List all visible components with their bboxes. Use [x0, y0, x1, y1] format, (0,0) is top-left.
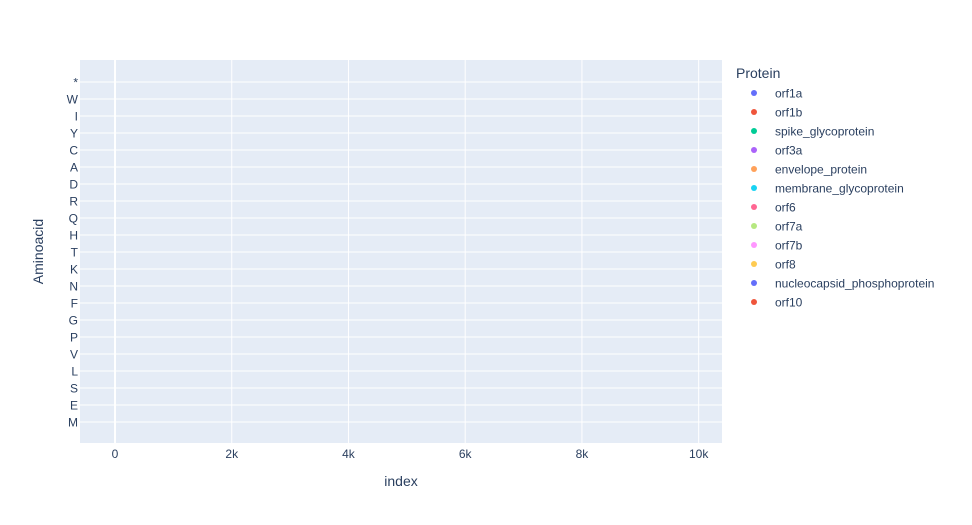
legend-marker: [751, 109, 757, 115]
legend-item[interactable]: spike_glycoprotein: [751, 125, 874, 139]
legend-label: orf8: [775, 258, 796, 272]
x-axis-title: index: [384, 473, 417, 489]
legend-label: orf1a: [775, 87, 803, 101]
x-tick-label: 2k: [225, 447, 239, 461]
legend-item[interactable]: nucleocapsid_phosphoprotein: [751, 277, 934, 291]
legend-label: orf7a: [775, 220, 803, 234]
legend-item[interactable]: orf7b: [751, 239, 803, 253]
legend-title: Protein: [736, 65, 780, 81]
legend-marker: [751, 261, 757, 267]
y-tick-label: K: [70, 263, 78, 277]
y-tick-label: M: [68, 416, 78, 430]
y-tick-label: P: [70, 331, 78, 345]
grid-lines: [80, 60, 722, 443]
legend-label: orf1b: [775, 106, 803, 120]
legend-item[interactable]: orf7a: [751, 220, 803, 234]
legend: orf1a orf1b spike_glycoprotein orf3a envelop…: [751, 87, 934, 310]
x-tick-label: 10k: [689, 447, 709, 461]
legend-item[interactable]: orf3a: [751, 144, 803, 158]
legend-marker: [751, 185, 757, 191]
legend-item[interactable]: orf1a: [751, 87, 803, 101]
y-tick-label: I: [75, 110, 78, 124]
legend-label: membrane_glycoprotein: [775, 182, 904, 196]
y-tick-label: E: [70, 399, 78, 413]
legend-marker: [751, 128, 757, 134]
y-tick-label: Y: [70, 127, 78, 141]
legend-label: nucleocapsid_phosphoprotein: [775, 277, 934, 291]
y-tick-label: N: [69, 280, 78, 294]
legend-marker: [751, 223, 757, 229]
legend-marker: [751, 204, 757, 210]
y-tick-label: F: [71, 297, 78, 311]
legend-marker: [751, 147, 757, 153]
x-axis-ticks: 0 2k 4k 6k 8k 10k: [112, 447, 710, 461]
y-tick-label: H: [69, 229, 78, 243]
y-tick-label: R: [69, 195, 78, 209]
legend-item[interactable]: membrane_glycoprotein: [751, 182, 904, 196]
legend-marker: [751, 166, 757, 172]
x-tick-label: 8k: [576, 447, 590, 461]
legend-label: orf7b: [775, 239, 803, 253]
x-tick-label: 4k: [342, 447, 356, 461]
y-tick-label: D: [69, 178, 78, 192]
legend-label: orf6: [775, 201, 796, 215]
legend-marker: [751, 280, 757, 286]
legend-item[interactable]: envelope_protein: [751, 163, 867, 177]
legend-marker: [751, 299, 757, 305]
y-tick-label: W: [67, 93, 79, 107]
legend-label: orf10: [775, 296, 803, 310]
legend-label: spike_glycoprotein: [775, 125, 874, 139]
y-tick-label: Q: [69, 212, 78, 226]
legend-item[interactable]: orf8: [751, 258, 796, 272]
legend-item[interactable]: orf1b: [751, 106, 803, 120]
legend-marker: [751, 242, 757, 248]
y-tick-label: V: [70, 348, 78, 362]
x-tick-label: 0: [112, 447, 119, 461]
y-tick-label: C: [69, 144, 78, 158]
y-tick-label: G: [69, 314, 78, 328]
y-tick-label: L: [71, 365, 78, 379]
legend-item[interactable]: orf6: [751, 201, 796, 215]
y-tick-label: *: [73, 76, 78, 90]
legend-item[interactable]: orf10: [751, 296, 803, 310]
legend-label: orf3a: [775, 144, 803, 158]
y-tick-label: T: [71, 246, 79, 260]
y-axis-title: Aminoacid: [30, 219, 46, 284]
legend-label: envelope_protein: [775, 163, 867, 177]
x-tick-label: 6k: [459, 447, 473, 461]
y-tick-label: S: [70, 382, 78, 396]
legend-marker: [751, 90, 757, 96]
y-tick-label: A: [70, 161, 78, 175]
